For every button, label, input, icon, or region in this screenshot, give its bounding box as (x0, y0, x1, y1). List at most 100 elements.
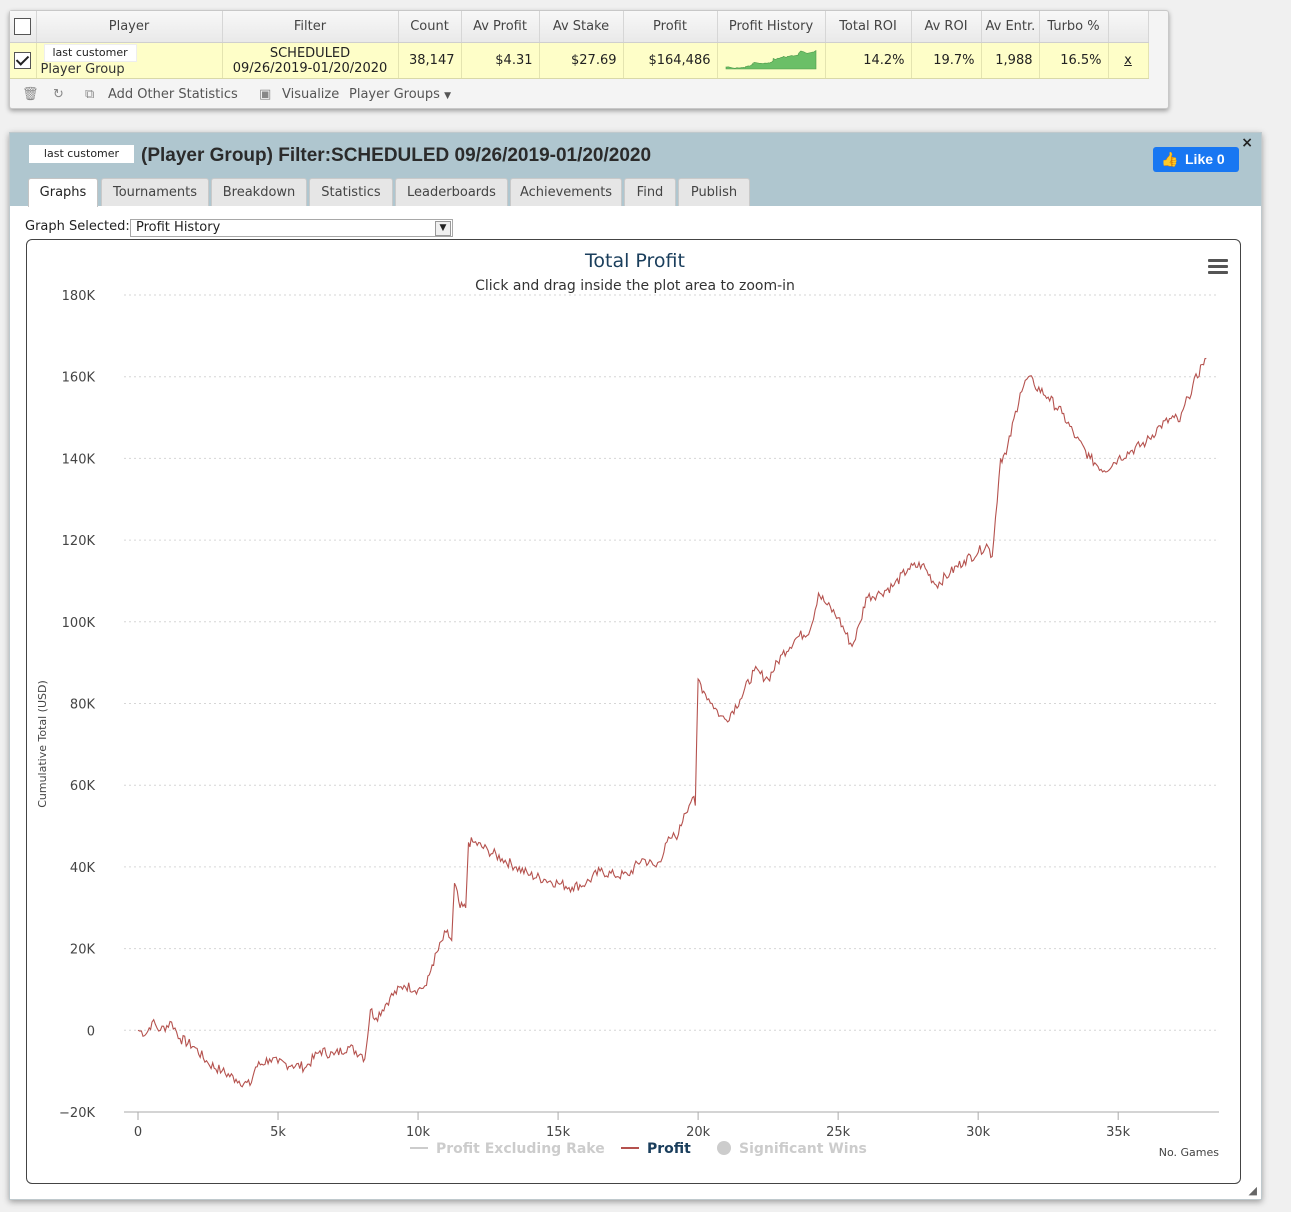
select-all-checkbox-cell[interactable] (10, 11, 37, 43)
legend-label: Profit Excluding Rake (436, 1141, 605, 1157)
add-other-statistics-button[interactable]: Add Other Statistics (108, 87, 238, 102)
graph-select-value: Profit History (136, 220, 221, 235)
filter-cell: SCHEDULED 09/26/2019-01/20/2020 (222, 42, 399, 79)
close-icon[interactable]: × (1241, 135, 1253, 151)
tab-leaderboards[interactable]: Leaderboards (395, 178, 508, 206)
panel-header: last customer (Player Group) Filter:SCHE… (10, 133, 1261, 207)
resize-handle-icon[interactable]: ◢ (1248, 1184, 1257, 1197)
y-tick-label: 120K (62, 534, 96, 549)
x-axis-ticks: 0 5k 10k 15k 20k 25k 30k 35k (134, 1112, 1131, 1140)
graph-select[interactable]: Profit History ▼ (130, 219, 453, 237)
col-header-turbo[interactable]: Turbo % (1039, 11, 1109, 43)
y-tick-label: 140K (62, 452, 96, 467)
player-cell[interactable]: last customer Player Group (36, 42, 223, 79)
y-tick-label: 0 (87, 1024, 95, 1039)
col-header-player[interactable]: Player (36, 11, 223, 43)
table-row[interactable]: last customer Player Group SCHEDULED 09/… (10, 42, 1149, 79)
col-header-filter[interactable]: Filter (222, 11, 399, 43)
filter-dates: 09/26/2019-01/20/2020 (232, 60, 388, 76)
chevron-down-icon: ▼ (444, 91, 451, 101)
tab-graphs[interactable]: Graphs (28, 178, 98, 207)
legend-item-profit-excluding-rake[interactable]: Profit Excluding Rake (410, 1141, 605, 1157)
tab-tournaments[interactable]: Tournaments (101, 178, 209, 206)
results-toolbar: 🗑 ↻ ⧉ Add Other Statistics ▣ Visualize P… (10, 81, 1168, 108)
x-tick-label: 15k (546, 1125, 571, 1140)
col-header-av-profit[interactable]: Av Profit (461, 11, 540, 43)
y-tick-label: 20K (70, 943, 96, 958)
tab-achievements[interactable]: Achievements (510, 178, 622, 206)
col-header-av-entrants[interactable]: Av Entr. (981, 11, 1040, 43)
x-tick-label: 30k (966, 1125, 991, 1140)
profit-series-line (137, 357, 1207, 1088)
tab-find[interactable]: Find (624, 178, 676, 206)
table-header-row: Player Filter Count Av Profit Av Stake P… (10, 11, 1149, 43)
chart-container[interactable]: Total Profit Click and drag inside the p… (26, 239, 1241, 1184)
panel-name-tag: last customer (29, 145, 134, 163)
tab-breakdown[interactable]: Breakdown (211, 178, 307, 206)
y-tick-label: 60K (70, 779, 96, 794)
tab-statistics[interactable]: Statistics (309, 178, 393, 206)
col-header-blank (1108, 11, 1149, 43)
col-header-count[interactable]: Count (398, 11, 462, 43)
player-group-label: Player Group (40, 62, 125, 77)
chart-series (137, 357, 1207, 1088)
profit-history-sparkline[interactable] (724, 47, 818, 71)
copy-icon[interactable]: ⧉ (85, 87, 95, 102)
col-header-profit-history[interactable]: Profit History (717, 11, 826, 43)
av-stake-value: $27.69 (539, 42, 624, 79)
sparkline-area (725, 49, 817, 69)
panel-tabs: Graphs Tournaments Breakdown Statistics … (10, 178, 1261, 207)
thumbs-up-icon: 👍 (1161, 151, 1179, 167)
select-all-checkbox[interactable] (14, 18, 32, 35)
remove-row-cell[interactable]: x (1108, 42, 1149, 79)
profit-chart[interactable]: Total Profit Click and drag inside the p… (27, 240, 1240, 1183)
profit-history-sparkline-cell[interactable] (717, 42, 826, 79)
col-header-av-stake[interactable]: Av Stake (539, 11, 624, 43)
panel-title: (Player Group) Filter:SCHEDULED 09/26/20… (141, 145, 652, 166)
y-tick-label: 80K (70, 698, 96, 713)
x-tick-label: 35k (1106, 1125, 1131, 1140)
chart-menu-icon[interactable] (1208, 259, 1228, 274)
x-tick-label: 25k (826, 1125, 851, 1140)
col-header-total-roi[interactable]: Total ROI (825, 11, 912, 43)
tab-publish[interactable]: Publish (678, 178, 750, 206)
av-roi-value: 19.7% (911, 42, 982, 79)
player-groups-label: Player Groups (349, 87, 440, 102)
results-table-panel: Player Filter Count Av Profit Av Stake P… (9, 10, 1169, 109)
y-tick-label: 180K (62, 289, 96, 304)
y-axis-label: Cumulative Total (USD) (36, 680, 49, 808)
count-value: 38,147 (398, 42, 462, 79)
filter-name: SCHEDULED (269, 45, 351, 61)
facebook-like-button[interactable]: 👍 Like 0 (1153, 147, 1239, 172)
legend-item-significant-wins[interactable]: Significant Wins (717, 1141, 867, 1157)
col-header-profit[interactable]: Profit (623, 11, 718, 43)
col-header-av-roi[interactable]: Av ROI (911, 11, 982, 43)
player-groups-dropdown[interactable]: Player Groups ▼ (349, 87, 451, 102)
av-entrants-value: 1,988 (981, 42, 1040, 79)
detail-panel: last customer (Player Group) Filter:SCHE… (9, 132, 1262, 1200)
legend-item-profit[interactable]: Profit (621, 1141, 691, 1157)
x-tick-label: 0 (134, 1125, 142, 1140)
y-axis-ticks: −20K 0 20K 40K 60K 80K 100K 120K 140K 160K 180K (59, 289, 95, 1121)
visualize-button[interactable]: Visualize (282, 87, 340, 102)
row-checkbox[interactable] (14, 52, 31, 69)
trash-icon[interactable]: 🗑 (22, 87, 39, 102)
chart-grid (124, 294, 1219, 1113)
profit-value: $164,486 (623, 42, 718, 79)
chart-subtitle: Click and drag inside the plot area to z… (475, 278, 795, 294)
legend-label: Significant Wins (739, 1141, 867, 1157)
chart-legend: Profit Excluding Rake Profit Significant… (410, 1141, 867, 1157)
x-axis-label: No. Games (1159, 1146, 1220, 1159)
x-tick-label: 10k (406, 1125, 431, 1140)
legend-label: Profit (647, 1141, 691, 1157)
y-tick-label: −20K (59, 1106, 95, 1121)
y-tick-label: 160K (62, 371, 96, 386)
remove-row-link[interactable]: x (1124, 53, 1132, 68)
x-tick-label: 5k (270, 1125, 286, 1140)
image-icon[interactable]: ▣ (259, 87, 272, 102)
turbo-value: 16.5% (1039, 42, 1109, 79)
y-tick-label: 100K (62, 616, 96, 631)
row-checkbox-cell[interactable] (10, 42, 37, 79)
chevron-down-icon: ▼ (435, 221, 451, 236)
refresh-icon[interactable]: ↻ (53, 87, 64, 102)
